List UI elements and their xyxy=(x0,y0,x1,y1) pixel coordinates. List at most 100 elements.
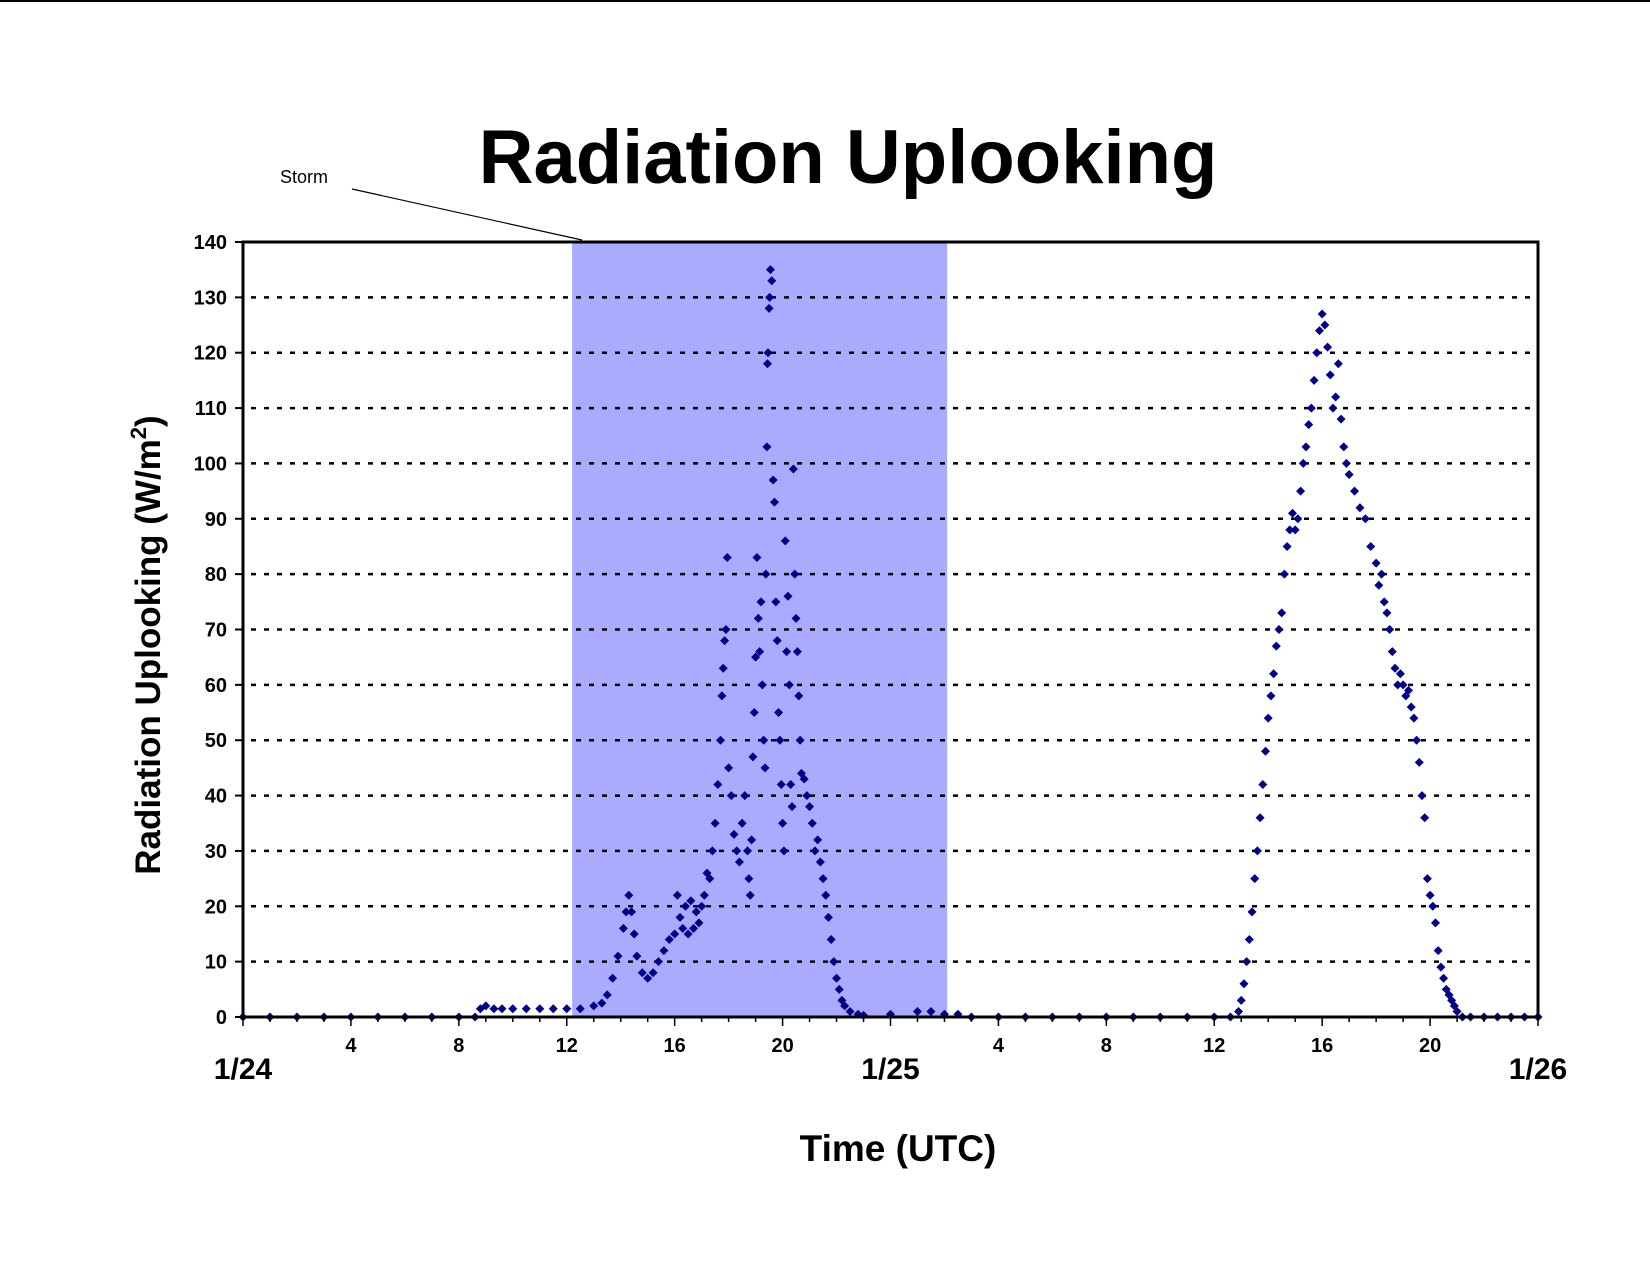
data-point xyxy=(1404,685,1413,695)
data-point xyxy=(1360,514,1370,524)
data-point xyxy=(1296,486,1306,496)
data-point xyxy=(760,763,770,773)
data-point xyxy=(795,735,805,745)
data-point xyxy=(613,951,623,961)
data-point xyxy=(1374,580,1384,590)
data-point xyxy=(1323,342,1333,352)
data-point xyxy=(1263,713,1273,723)
y-tick-label: 70 xyxy=(205,620,227,642)
data-point xyxy=(751,652,761,662)
data-point xyxy=(694,918,704,928)
data-point xyxy=(784,680,794,690)
data-point xyxy=(823,912,833,922)
data-point xyxy=(1366,541,1376,551)
y-tick-label: 0 xyxy=(216,1007,227,1029)
data-point xyxy=(659,946,669,956)
data-point xyxy=(756,597,766,607)
data-point xyxy=(826,935,836,944)
data-point xyxy=(764,303,774,313)
data-point xyxy=(1306,403,1316,413)
data-point xyxy=(763,348,773,358)
data-point xyxy=(1234,1006,1244,1016)
data-point xyxy=(788,464,798,474)
data-point xyxy=(1325,370,1335,380)
data-point xyxy=(489,1004,499,1014)
data-point xyxy=(1341,458,1351,468)
data-point xyxy=(1430,918,1440,928)
data-point xyxy=(1250,874,1260,884)
data-point xyxy=(1385,625,1395,634)
y-tick-label: 110 xyxy=(195,398,227,420)
data-point xyxy=(722,553,732,563)
data-point xyxy=(745,890,755,900)
y-axis-label: Radiation Uplooking (W/m2) xyxy=(126,415,168,874)
data-point xyxy=(1393,680,1403,690)
data-point xyxy=(720,636,730,646)
data-point xyxy=(621,907,631,917)
data-point xyxy=(753,613,763,623)
data-point xyxy=(1271,641,1281,651)
x-day-tick-label: 1/24 xyxy=(214,1053,273,1086)
data-point xyxy=(805,802,815,812)
data-point xyxy=(829,957,839,967)
data-point xyxy=(757,680,767,690)
data-point xyxy=(1258,780,1268,789)
data-point xyxy=(1409,713,1419,723)
data-point xyxy=(834,984,844,994)
data-point xyxy=(748,752,758,762)
data-point xyxy=(768,475,778,485)
data-point xyxy=(1350,486,1360,496)
data-point xyxy=(653,957,663,967)
data-point xyxy=(799,774,809,784)
data-point xyxy=(670,929,680,939)
data-point xyxy=(1285,525,1295,535)
y-tick-label: 130 xyxy=(194,287,227,309)
data-point xyxy=(778,818,788,828)
x-axis-ticks: 4 8 12 16 20 4 8 12 16 20 1/24 1/25 1/26 xyxy=(214,1017,1567,1086)
data-point xyxy=(926,1006,936,1016)
data-point xyxy=(1266,691,1276,701)
data-point xyxy=(1425,890,1435,900)
y-tick-label: 90 xyxy=(205,509,227,531)
data-point xyxy=(786,780,796,789)
y-axis-label-superscript: 2 xyxy=(126,427,151,439)
data-point xyxy=(1282,541,1292,551)
data-point xyxy=(1382,608,1392,618)
data-point xyxy=(1261,746,1271,756)
data-point xyxy=(780,536,790,546)
data-point xyxy=(632,951,642,961)
data-point xyxy=(618,923,628,933)
data-point xyxy=(1287,508,1297,518)
data-point xyxy=(1436,962,1446,972)
data-point xyxy=(1344,470,1354,479)
y-tick-label: 100 xyxy=(194,453,227,475)
data-point xyxy=(705,874,715,884)
data-point xyxy=(678,923,688,933)
data-point xyxy=(747,835,757,845)
data-point xyxy=(1298,458,1308,468)
data-point xyxy=(713,780,723,789)
y-tick-label: 50 xyxy=(205,730,227,752)
data-point xyxy=(521,1004,531,1014)
data-point xyxy=(815,857,825,867)
data-point xyxy=(1355,503,1365,513)
data-point xyxy=(1336,414,1346,424)
data-point xyxy=(680,901,690,911)
x-hour-tick-label: 12 xyxy=(556,1035,578,1057)
data-point xyxy=(769,497,779,507)
data-point xyxy=(1387,647,1397,657)
data-point xyxy=(749,708,759,718)
data-point xyxy=(717,691,727,701)
data-point xyxy=(691,907,701,917)
data-point xyxy=(775,735,785,745)
data-point xyxy=(1398,680,1408,690)
data-point xyxy=(562,1004,572,1014)
data-point xyxy=(508,1004,518,1014)
data-point xyxy=(732,846,742,856)
data-point xyxy=(624,890,634,900)
data-point xyxy=(832,973,842,983)
data-point xyxy=(1331,392,1341,402)
data-point xyxy=(1236,995,1246,1005)
data-point xyxy=(767,276,777,286)
